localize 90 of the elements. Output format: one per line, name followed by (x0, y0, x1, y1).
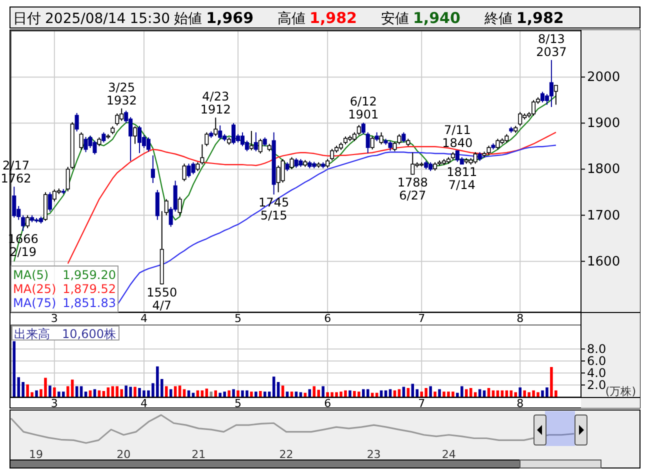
title: 日付 2025/08/14 15:30 始値 1,969 高値 1,982 安値 1,940 終値 1,982 (13, 9, 564, 27)
candlestick (26, 214, 30, 229)
candlestick (218, 124, 222, 140)
candlestick (280, 158, 285, 184)
candlestick (554, 84, 558, 106)
annotation: 4/23 1912 (200, 90, 231, 117)
candlestick (392, 141, 397, 152)
xtick: 24 (442, 448, 456, 461)
annotation: 3/25 1932 (106, 80, 137, 108)
xtick: 7 (418, 397, 426, 410)
xtick: 5 (234, 397, 242, 410)
ytick: 1800 (587, 162, 620, 178)
xtick: 23 (366, 448, 381, 461)
candlestick (249, 130, 254, 151)
xtick: 3 (50, 397, 58, 410)
annotation: 8/13 2037 (536, 32, 567, 60)
annotation: 1,959.20 (62, 268, 116, 282)
xtick: 19 (29, 448, 44, 461)
xtick: 21 (192, 448, 206, 461)
candlestick (12, 186, 16, 218)
candlestick (102, 132, 106, 143)
xtick: 20 (116, 448, 131, 461)
candlestick (473, 152, 478, 164)
candlestick (164, 198, 168, 216)
candlestick (133, 126, 138, 144)
xtick: 8 (516, 397, 524, 410)
xtick: 5 (234, 312, 242, 325)
annotation: 1811 7/14 (446, 165, 478, 192)
candlestick (540, 91, 545, 103)
candlestick (397, 134, 402, 145)
ytick: 8.0 (587, 342, 606, 356)
candlestick (379, 132, 384, 145)
candlestick (330, 148, 334, 161)
candlestick (115, 112, 120, 126)
ytick: 6.0 (587, 354, 606, 368)
annotation: 1550 4/7 (146, 285, 178, 312)
candlestick (388, 140, 392, 152)
annotation: 1,879.52 (62, 282, 116, 296)
candlestick (370, 136, 374, 150)
candlestick (254, 132, 258, 152)
candlestick (258, 138, 262, 154)
xtick: 6 (324, 397, 332, 410)
xtick: 7 (418, 312, 426, 325)
ytick: 1700 (587, 208, 620, 224)
annotation: 6/12 1901 (348, 94, 379, 122)
candlestick (232, 122, 236, 145)
xtick: 4 (140, 312, 148, 325)
candlestick (79, 132, 84, 150)
candlestick (214, 117, 218, 137)
series-label: MA(5) (13, 268, 49, 282)
xtick: 8 (516, 312, 524, 325)
xtick: 22 (279, 448, 294, 461)
candlestick (146, 136, 150, 152)
candlestick (361, 122, 366, 135)
series-label: MA(25) (13, 282, 56, 296)
candlestick (137, 125, 142, 154)
candlestick (410, 152, 415, 176)
annotation: 7/11 1840 (442, 122, 473, 150)
candlestick (240, 132, 245, 147)
ytick: 4.0 (587, 366, 606, 380)
candlestick (48, 192, 52, 212)
candlestick (74, 112, 79, 132)
candlestick (204, 132, 209, 147)
annotation: 1,851.83 (62, 296, 116, 310)
candlestick (150, 154, 155, 184)
candlestick (518, 112, 522, 126)
candlestick (66, 166, 70, 192)
candlestick (366, 132, 370, 154)
xtick: 4 (140, 397, 148, 410)
candlestick (178, 196, 182, 216)
candlestick (402, 132, 406, 143)
candlestick (155, 189, 160, 220)
candlestick (200, 144, 204, 166)
ytick: 1600 (587, 254, 620, 270)
xtick: 6 (324, 312, 332, 325)
candlestick (182, 163, 186, 182)
text: MA(75) (13, 296, 56, 310)
title: 出来高 10,600株 (14, 327, 116, 341)
ytick: 2000 (587, 70, 620, 86)
candlestick (21, 214, 26, 232)
candlestick (290, 156, 294, 170)
xtick: 3 (50, 312, 58, 325)
candlestick (549, 60, 554, 108)
ytick: 2.0 (587, 378, 606, 392)
ylabel: (万株) (605, 385, 636, 398)
candlestick (496, 138, 500, 150)
ytick: 1900 (587, 116, 620, 132)
candlestick (294, 158, 298, 168)
candlestick (356, 124, 361, 136)
annotation: 1788 6/27 (397, 176, 428, 203)
